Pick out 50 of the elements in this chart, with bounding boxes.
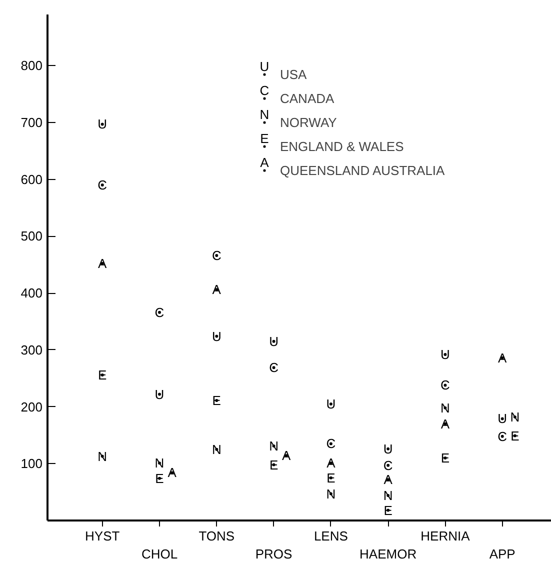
- legend-label: USA: [280, 66, 307, 84]
- text: U: [260, 59, 270, 74]
- data-label: A: [168, 465, 177, 480]
- legend-label: CANADA: [280, 90, 334, 108]
- legend-label: ENGLAND & WALES: [280, 138, 404, 156]
- data-label: C: [498, 428, 508, 444]
- data-label: C: [98, 178, 108, 193]
- text: A: [260, 155, 269, 170]
- data-label: U: [154, 386, 164, 402]
- x-tick-label: TONS: [198, 528, 235, 544]
- x-tick-label: HAEMOR: [360, 546, 417, 562]
- y-tick-label: 800: [20, 58, 43, 74]
- data-label: U: [212, 328, 222, 344]
- data-label: C: [440, 378, 450, 393]
- data-label: U: [326, 396, 336, 412]
- x-tick-label: HYST: [85, 528, 120, 544]
- text: N: [260, 107, 270, 122]
- x-tick-label: PROS: [255, 546, 293, 562]
- text: E: [260, 131, 269, 146]
- data-label: U: [498, 411, 508, 426]
- y-tick-label: 200: [20, 399, 43, 414]
- data-label: U: [383, 441, 393, 456]
- y-tick-label: 500: [20, 228, 43, 244]
- data-label: A: [326, 456, 336, 471]
- x-tick-label: APP: [489, 546, 516, 562]
- data-label: U: [269, 334, 278, 349]
- data-label: A: [498, 350, 508, 366]
- legend-label: QUEENSLAND AUSTRALIA: [280, 162, 445, 180]
- data-label: A: [98, 256, 108, 272]
- data-label: C: [269, 360, 278, 376]
- data-label: A: [384, 472, 393, 488]
- x-tick-label: HERNIA: [420, 528, 470, 544]
- data-label: A: [212, 282, 222, 298]
- data-label: C: [383, 458, 393, 473]
- legend-label: NORWAY: [280, 114, 337, 132]
- y-tick-label: 400: [20, 286, 43, 301]
- x-tick-label: CHOL: [141, 546, 178, 562]
- y-tick-label: 100: [20, 456, 43, 472]
- text: C: [260, 83, 270, 98]
- data-label: A: [282, 448, 292, 464]
- y-tick-label: 600: [20, 172, 43, 187]
- data-label: C: [212, 248, 222, 264]
- data-label: C: [326, 436, 336, 452]
- y-tick-label: 700: [20, 115, 43, 130]
- data-label: A: [440, 416, 450, 432]
- x-tick-label: LENS: [314, 528, 348, 544]
- data-label: U: [440, 346, 450, 362]
- data-label: U: [98, 116, 108, 132]
- y-tick-label: 300: [20, 342, 43, 358]
- data-label: C: [154, 304, 164, 320]
